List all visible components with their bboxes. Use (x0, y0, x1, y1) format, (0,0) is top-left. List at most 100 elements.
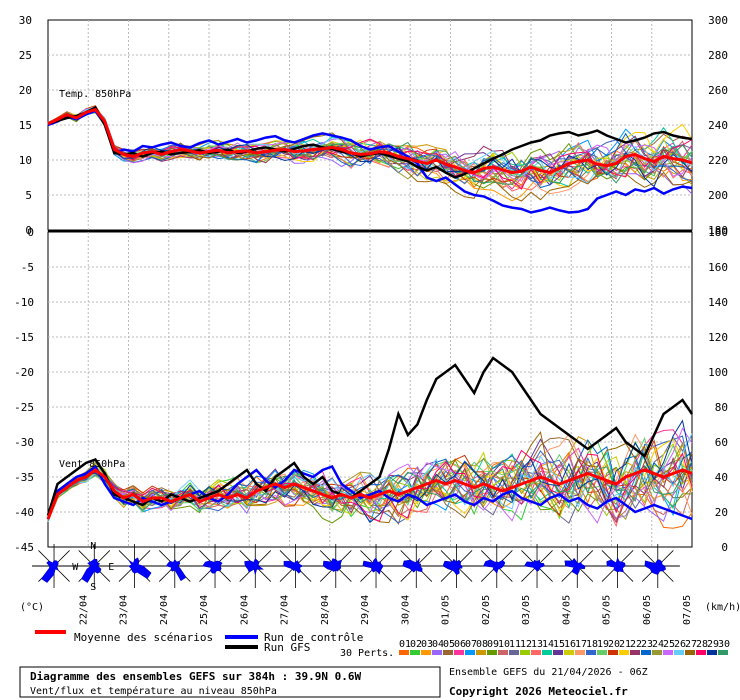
temp-control-line (47, 109, 693, 214)
wind-rose-1 (72, 544, 117, 588)
legend-pert-number: 07 (465, 639, 477, 650)
wind-rose-4 (193, 544, 238, 588)
wind-rose-6 (273, 544, 318, 588)
temp-right-tick: 280 (708, 49, 728, 62)
wind-rose-shape (442, 558, 463, 576)
legend-pert-swatch (575, 650, 585, 655)
wind-rose-shape (523, 559, 546, 572)
temp-right-tick: 220 (708, 154, 728, 167)
legend-mean-label: Moyenne des scénarios (74, 631, 213, 644)
wind-control-line (46, 464, 693, 521)
wind-right-tick: 140 (708, 296, 728, 309)
date-label: 28/04 (320, 595, 331, 625)
temp-left-tick: 5 (25, 189, 32, 202)
temp-left-tick: 20 (19, 84, 32, 97)
date-label: 01/05 (441, 595, 452, 625)
date-label: 23/04 (119, 595, 130, 625)
wind-pert-line-20 (47, 439, 693, 519)
legend-pert-number: 14 (542, 639, 554, 650)
legend-pert-swatch (476, 650, 486, 655)
legend-pert-number: 20 (608, 639, 620, 650)
wind-rose-shape (322, 558, 343, 573)
legend-pert-number: 11 (509, 639, 521, 650)
legend-pert-number: 21 (619, 639, 631, 650)
legend-pert-swatch (487, 650, 497, 655)
wind-rose-7 (313, 544, 358, 588)
compass-e: E (108, 562, 114, 573)
legend-pert-swatch (509, 650, 519, 655)
legend-perts-label: 30 Perts. (340, 648, 394, 659)
wind-rose-11 (474, 544, 519, 588)
wind-rose-shape (402, 558, 423, 573)
copyright: Copyright 2026 Meteociel.fr (449, 685, 628, 698)
wind-right-tick: 20 (715, 506, 728, 519)
wind-right-tick: 100 (708, 366, 728, 379)
legend-pert-number: 24 (652, 639, 664, 650)
legend-pert-number: 04 (432, 639, 444, 650)
wind-right-tick: 0 (721, 541, 728, 554)
temp-right-tick: 260 (708, 84, 728, 97)
wind-rose-9 (394, 544, 439, 588)
temp-right-tick: 240 (708, 119, 728, 132)
legend-pert-number: 06 (454, 639, 466, 650)
temp-left-tick: 30 (19, 14, 32, 27)
legend-pert-number: 09 (487, 639, 499, 650)
wind-rose-shape (362, 557, 384, 575)
legend-pert-number: 18 (586, 639, 598, 650)
legend-pert-swatch (465, 650, 475, 655)
date-label: 25/04 (199, 595, 210, 625)
legend-pert-swatch (542, 650, 552, 655)
wind-rose-spoke (456, 565, 473, 582)
unit-right-label: (km/h) (705, 602, 740, 613)
legend-pert-number: 16 (564, 639, 576, 650)
run-info: Ensemble GEFS du 21/04/2026 - 06Z (449, 667, 648, 678)
legend-pert-number: 29 (707, 639, 719, 650)
wind-panel-title: Vent 850hPa (59, 459, 125, 470)
info-box-title: Diagramme des ensembles GEFS sur 384h : … (30, 670, 362, 683)
wind-rose-10 (434, 544, 479, 588)
wind-pert-line-29 (47, 419, 693, 524)
legend-pert-swatch (454, 650, 464, 655)
date-label: 24/04 (159, 595, 170, 625)
wind-rose-shape (564, 557, 586, 576)
wind-rose-15 (635, 544, 680, 588)
legend-pert-number: 19 (597, 639, 609, 650)
legend-pert-number: 27 (685, 639, 697, 650)
legend-pert-swatch (685, 650, 695, 655)
wind-left-tick: -40 (14, 506, 34, 519)
wind-rose-5 (233, 544, 278, 588)
legend-pert-swatch (696, 650, 706, 655)
legend-pert-number: 17 (575, 639, 587, 650)
temp-pert-line-20 (47, 105, 693, 184)
temp-left-tick: 15 (19, 119, 32, 132)
wind-left-tick: -45 (14, 541, 34, 554)
legend-pert-swatch (410, 650, 420, 655)
legend-control-label: Run de contrôle (264, 631, 363, 644)
wind-rose-2 (112, 544, 157, 588)
temp-left-tick: 25 (19, 49, 32, 62)
legend-pert-number: 02 (410, 639, 422, 650)
wind-right-tick: 120 (708, 331, 728, 344)
legend-pert-number: 26 (674, 639, 686, 650)
wind-rose-12 (515, 544, 560, 588)
legend-pert-number: 10 (498, 639, 510, 650)
wind-rose-shape (202, 560, 223, 574)
wind-rose-shape (165, 559, 187, 582)
date-label: 22/04 (78, 595, 89, 625)
date-label: 04/05 (561, 595, 572, 625)
wind-rose-0 (32, 544, 77, 588)
temp-right-tick: 300 (708, 14, 728, 27)
legend-pert-number: 12 (520, 639, 532, 650)
legend-pert-number: 25 (663, 639, 675, 650)
info-box-subtitle: Vent/flux et température au niveau 850hP… (30, 685, 277, 697)
legend-pert-swatch (520, 650, 530, 655)
legend-pert-swatch (663, 650, 673, 655)
legend-pert-swatch (630, 650, 640, 655)
unit-left-label: (°C) (20, 602, 44, 613)
compass-s: S (90, 582, 96, 593)
wind-rose-8 (354, 544, 399, 588)
wind-rose-shape (81, 558, 102, 583)
wind-right-tick: 160 (708, 261, 728, 274)
date-label: 27/04 (280, 595, 291, 625)
